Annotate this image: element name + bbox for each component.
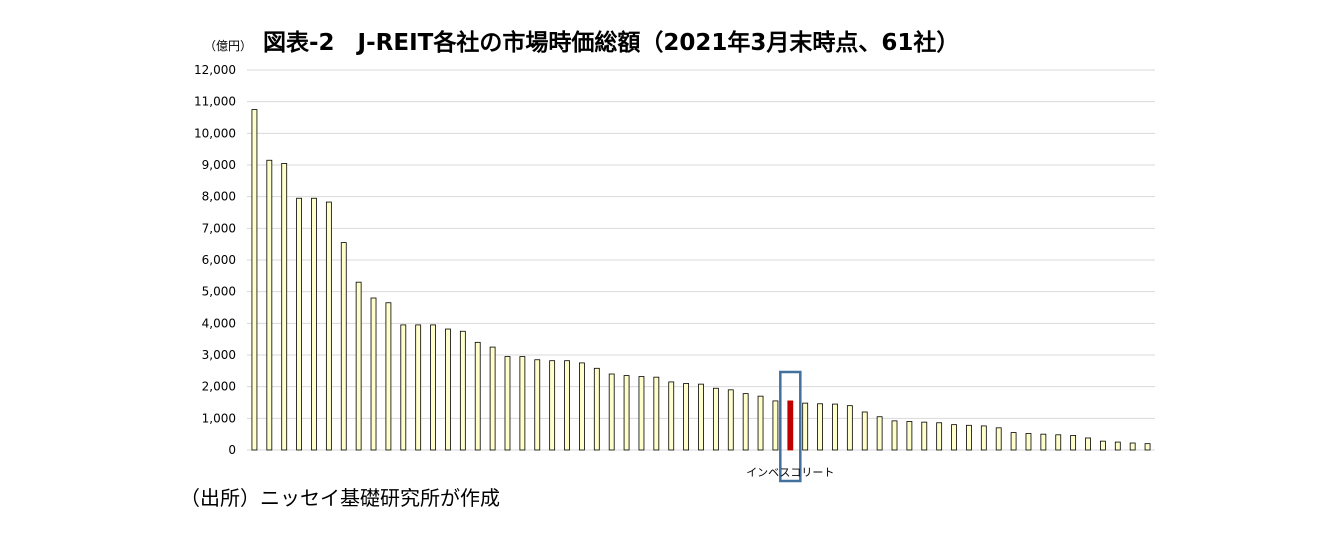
bar [474,341,481,451]
bar [534,359,541,451]
bar [370,297,377,451]
bar [1100,440,1106,451]
bar [1129,442,1136,451]
gridlines [247,69,1155,451]
bar [608,373,615,451]
bar [995,427,1002,451]
bar [1085,437,1091,451]
source-note: （出所）ニッセイ基礎研究所が作成 [180,486,500,510]
bar [653,376,660,451]
bar [251,109,258,451]
y-tick-label: 8,000 [202,190,236,204]
y-tick-label: 4,000 [202,316,236,330]
y-tick-label: 2,000 [202,380,236,394]
bar [876,416,883,451]
y-tick-label: 12,000 [194,63,236,77]
y-tick-label: 6,000 [202,253,236,267]
y-tick-label: 1,000 [202,411,236,425]
bar [355,281,362,451]
bars [251,109,1151,451]
y-tick-label: 0 [228,443,236,457]
bar [593,367,600,451]
bar [549,360,556,451]
bar [1055,434,1062,451]
bar [266,159,273,451]
bar [400,324,407,451]
bar-highlighted [787,400,794,451]
bar [861,411,868,451]
bar [846,405,853,451]
bar [385,302,392,451]
y-tick-label: 11,000 [194,95,236,109]
bar [1114,441,1121,451]
y-tick-label: 10,000 [194,126,236,140]
bar [325,201,332,451]
bar [817,403,823,451]
bar [504,356,511,451]
bar [415,324,422,451]
bar [980,425,987,451]
bar [921,421,928,451]
bar [564,360,570,451]
bar [668,381,675,451]
bar [727,389,734,451]
bar [936,422,943,451]
highlight-box [779,370,802,483]
y-tick-label: 9,000 [202,158,236,172]
bar [430,324,436,451]
bar [698,383,704,451]
bar [1040,433,1047,451]
bar [757,395,764,451]
y-tick-label: 5,000 [202,285,236,299]
bar [623,375,630,451]
bar [683,383,690,451]
chart-title: 図表-2 J-REIT各社の市場時価総額（2021年3月末時点、61社） [263,29,959,56]
bar [742,393,749,451]
bar [519,356,526,451]
bar [445,328,451,451]
bar [1025,433,1032,451]
bar [311,197,317,451]
bar [1010,432,1017,451]
bar [832,403,838,451]
bar [772,400,779,451]
y-axis-tick-labels: 0 1,000 2,000 3,000 4,000 5,000 6,000 7,000 8,00… [194,63,236,457]
bar [340,242,347,451]
y-axis-unit-label: （億円） [204,39,252,53]
bar [966,424,972,451]
bar [489,346,496,451]
bar [638,376,645,451]
bar [1070,435,1077,451]
y-tick-label: 7,000 [202,221,236,235]
bar [579,362,585,451]
bar [459,330,466,451]
bar [296,197,303,451]
bar [891,420,898,451]
bar [951,424,957,451]
bar [712,387,719,451]
bar [906,421,913,451]
y-tick-label: 3,000 [202,348,236,362]
bar [802,402,809,451]
highlight-label: インベスコリート [746,466,834,479]
bar [281,163,288,451]
bar [1144,443,1151,451]
